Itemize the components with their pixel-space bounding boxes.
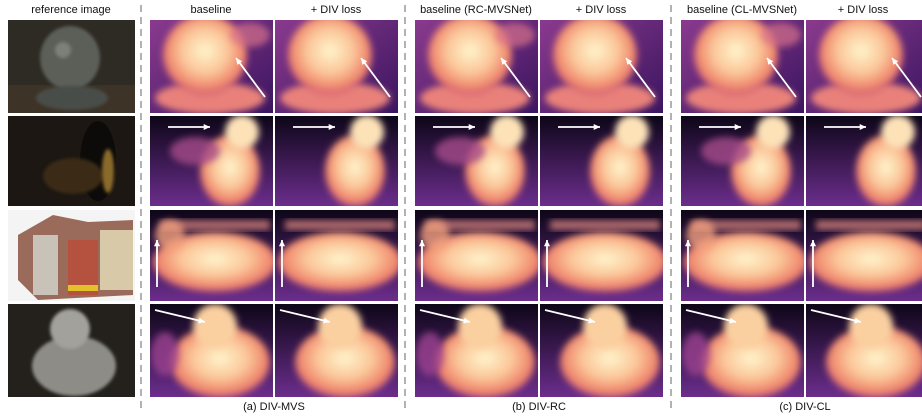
depth-map xyxy=(150,304,273,398)
column-header: + DIV loss xyxy=(838,4,889,16)
depth-region xyxy=(350,115,384,149)
object xyxy=(40,26,100,90)
reference-image xyxy=(8,116,135,206)
caption: (b) DIV-RC xyxy=(512,401,566,413)
depth-region xyxy=(428,15,512,95)
artifact xyxy=(761,23,801,47)
depth-map xyxy=(150,15,273,114)
depth-map xyxy=(150,210,277,301)
depth-map xyxy=(150,115,273,207)
artifact xyxy=(495,23,535,47)
depth-region xyxy=(881,115,915,149)
column-header: + DIV loss xyxy=(311,4,362,16)
column-header: baseline (CL-MVSNet) xyxy=(687,4,797,16)
reference-image xyxy=(8,304,135,397)
artifact xyxy=(170,137,220,165)
depth-map xyxy=(415,115,538,207)
artifact xyxy=(416,332,444,376)
depth-map xyxy=(681,15,804,114)
depth-map xyxy=(275,115,398,207)
reference-image xyxy=(8,210,135,301)
depth-map xyxy=(275,210,402,301)
depth-region xyxy=(694,15,778,95)
depth-region xyxy=(193,304,237,348)
highlight xyxy=(102,149,114,193)
building xyxy=(68,285,98,291)
artifact xyxy=(230,23,270,47)
column-header: baseline xyxy=(191,4,232,16)
reference-image xyxy=(8,20,135,113)
depth-map xyxy=(806,15,922,114)
depth-map xyxy=(806,304,922,398)
depth-region xyxy=(543,232,667,292)
highlight xyxy=(55,42,71,58)
depth-map xyxy=(415,15,538,114)
artifact xyxy=(435,137,485,165)
depth-map xyxy=(275,304,398,398)
depth-map xyxy=(540,115,663,207)
depth-region xyxy=(849,304,893,348)
depth-region xyxy=(615,115,649,149)
caption: (c) DIV-CL xyxy=(779,401,830,413)
depth-map xyxy=(415,304,538,398)
depth-map xyxy=(681,304,804,398)
object xyxy=(43,158,103,194)
caption: (a) DIV-MVS xyxy=(243,401,305,413)
depth-region xyxy=(550,220,660,230)
depth-region xyxy=(285,220,395,230)
depth-region xyxy=(490,115,524,149)
column-header: baseline (RC-MVSNet) xyxy=(420,4,532,16)
artifact xyxy=(682,332,710,376)
object xyxy=(50,309,90,349)
building xyxy=(100,230,133,290)
depth-region xyxy=(318,304,362,348)
depth-map xyxy=(540,304,663,398)
depth-map xyxy=(540,210,667,301)
depth-region xyxy=(278,232,402,292)
panels xyxy=(8,15,922,398)
object xyxy=(36,86,108,110)
depth-region xyxy=(724,304,768,348)
depth-region xyxy=(458,304,502,348)
depth-map xyxy=(681,115,804,207)
building xyxy=(33,235,58,295)
figure: reference image baseline + DIV loss base… xyxy=(0,0,922,416)
depth-region xyxy=(163,15,247,95)
depth-map xyxy=(415,210,542,301)
column-header: + DIV loss xyxy=(576,4,627,16)
depth-map xyxy=(540,15,663,114)
artifact xyxy=(701,137,751,165)
column-header: reference image xyxy=(31,4,111,16)
depth-map xyxy=(681,210,808,301)
depth-map xyxy=(275,15,398,114)
depth-region xyxy=(819,15,903,95)
artifact xyxy=(151,332,179,376)
depth-region xyxy=(583,304,627,348)
depth-region xyxy=(553,15,637,95)
depth-region xyxy=(288,15,372,95)
depth-map xyxy=(806,115,922,207)
depth-region xyxy=(225,115,259,149)
depth-region xyxy=(816,220,922,230)
depth-map xyxy=(806,210,922,301)
depth-region xyxy=(756,115,790,149)
